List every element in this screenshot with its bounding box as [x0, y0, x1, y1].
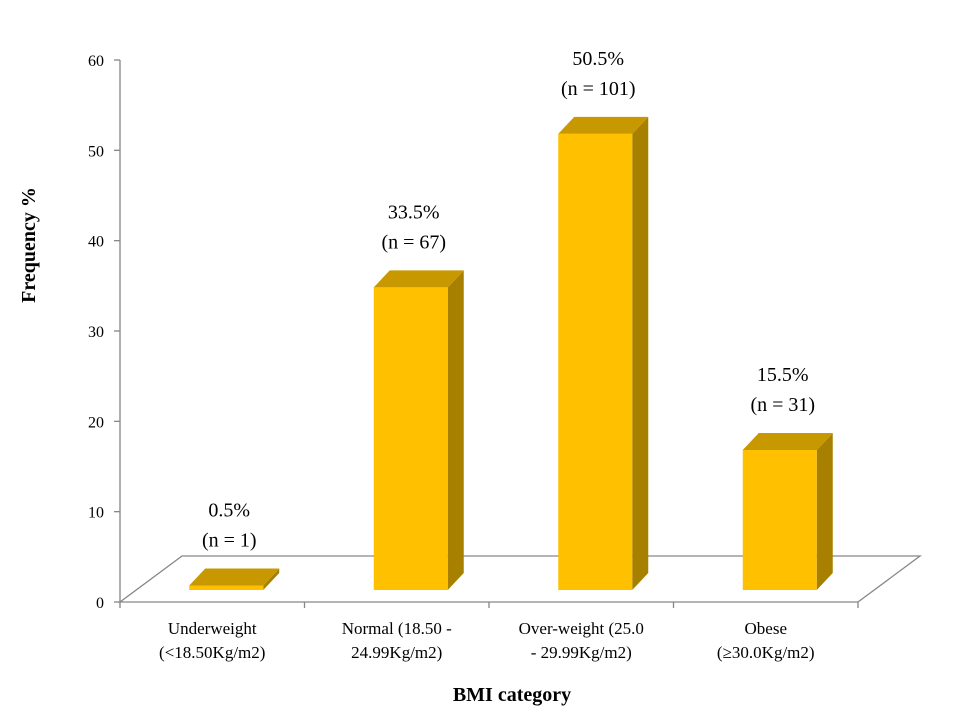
bar-side — [632, 116, 649, 591]
bar-side — [816, 432, 833, 590]
bar-side — [263, 568, 280, 590]
bar-side — [447, 270, 464, 590]
data-label-percent: 15.5% — [757, 364, 809, 386]
category-label: Over-weight (25.0 — [519, 619, 644, 638]
data-label-count: (n = 67) — [381, 231, 446, 253]
y-tick-label: 60 — [88, 53, 104, 70]
floor-outline — [118, 555, 922, 603]
data-label-count: (n = 101) — [561, 78, 636, 100]
y-axis: 0 10 20 30 40 50 60 — [88, 53, 859, 612]
bar-3 — [742, 432, 833, 590]
bar-2 — [558, 116, 649, 591]
category-label: Underweight — [168, 619, 257, 638]
data-label-count: (n = 1) — [202, 529, 257, 551]
data-label-count: (n = 31) — [750, 394, 815, 416]
bar-top — [558, 116, 649, 134]
y-tick-label: 0 — [96, 595, 104, 612]
bar-0 — [189, 568, 280, 590]
y-tick-label: 20 — [88, 414, 104, 431]
category-label: Normal (18.50 - — [342, 619, 452, 638]
category-label: - 29.99Kg/m2) — [531, 643, 632, 662]
y-tick-label: 30 — [88, 324, 104, 341]
x-axis-categories: Underweight (<18.50Kg/m2) Normal (18.50 - 2… — [159, 619, 815, 662]
y-axis-title: Frequency % — [18, 187, 40, 303]
category-label: (<18.50Kg/m2) — [159, 643, 265, 662]
data-label-percent: 50.5% — [572, 48, 624, 70]
bar-front — [189, 585, 264, 590]
x-axis-title: BMI category — [453, 684, 571, 706]
bar-top — [742, 432, 833, 450]
category-label: 24.99Kg/m2) — [351, 643, 442, 662]
chart-floor — [118, 555, 922, 603]
bar-top — [373, 270, 464, 288]
category-label: Obese — [745, 619, 787, 638]
bar-1 — [373, 270, 464, 590]
data-label-percent: 33.5% — [388, 201, 440, 223]
data-label-percent: 0.5% — [208, 499, 250, 521]
y-tick-label: 40 — [88, 234, 104, 251]
bars — [189, 116, 833, 591]
bar-top — [189, 568, 280, 586]
data-labels: 0.5% (n = 1) 33.5% (n = 67) 50.5% (n = 101) 15… — [202, 48, 815, 552]
bar-front — [558, 133, 633, 591]
y-tick-label: 10 — [88, 505, 104, 522]
category-label: (≥30.0Kg/m2) — [717, 643, 815, 662]
bar-front — [373, 287, 448, 590]
bar-front — [742, 449, 817, 590]
y-tick-label: 50 — [88, 143, 104, 160]
